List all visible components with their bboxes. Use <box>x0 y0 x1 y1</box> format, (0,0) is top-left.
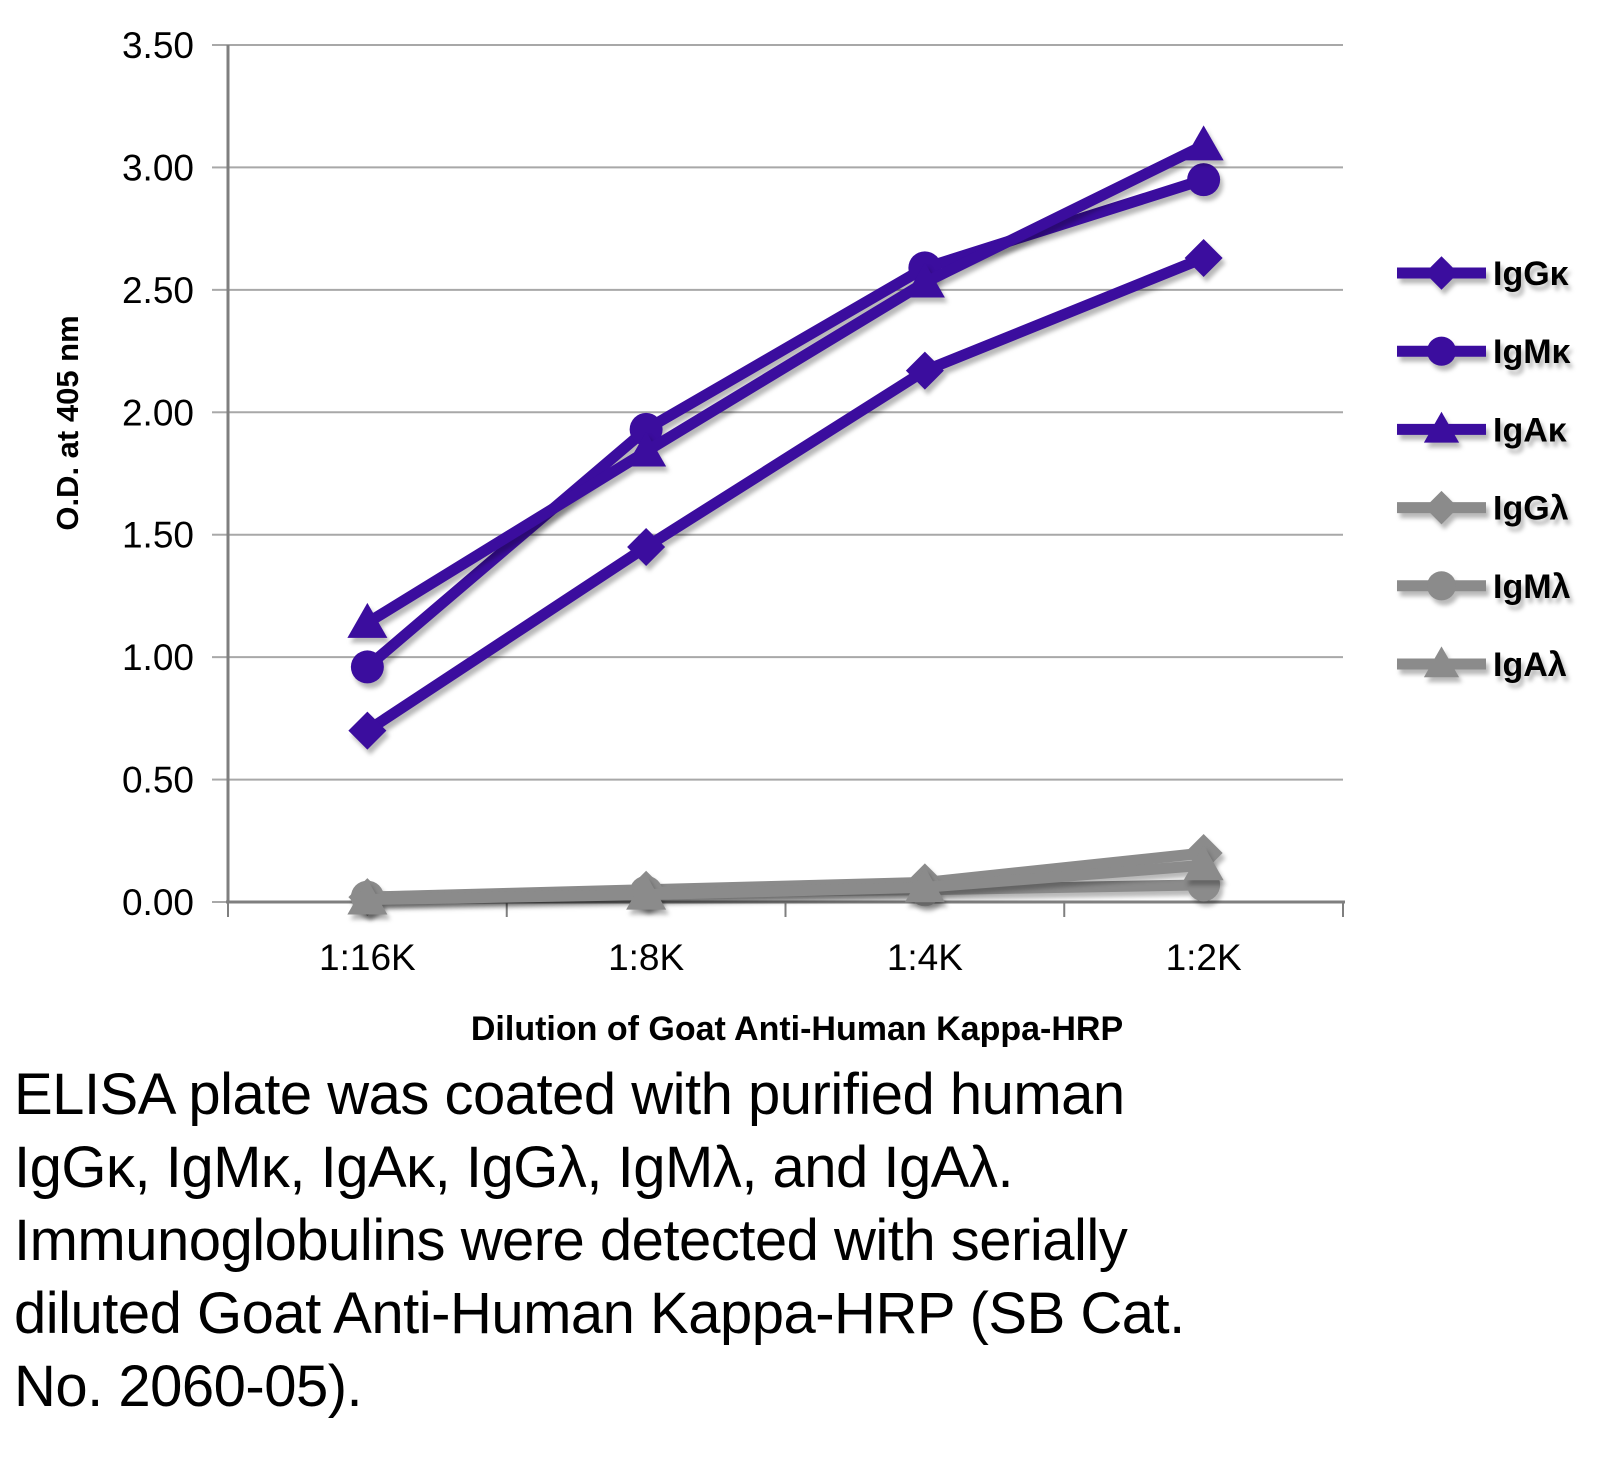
chart-legend: IgGκ IgMκ IgAκ IgGλ IgMλ IgAλ <box>1397 255 1571 684</box>
y-tick-label: 0.50 <box>122 760 194 801</box>
y-axis-tick-labels: 0.00 0.50 1.00 1.50 2.00 2.50 3.00 3.50 <box>122 25 194 923</box>
series-line <box>364 252 1206 736</box>
legend-label-igalambda: IgAλ <box>1493 646 1567 684</box>
triangle-marker <box>626 874 667 910</box>
gridlines <box>212 44 1343 903</box>
circle-marker <box>1426 336 1457 366</box>
series-igmkappa <box>350 163 1221 684</box>
legend-item-igalambda: IgAλ <box>1397 646 1567 684</box>
series-igalambda <box>347 845 1224 915</box>
x-axis-title: Dilution of Goat Anti-Human Kappa-HRP <box>471 1010 1123 1048</box>
legend-item-igmkappa: IgMκ <box>1397 333 1571 371</box>
x-tick-label: 1:8K <box>608 937 684 978</box>
diamond-marker <box>905 351 944 390</box>
legend-label-igmkappa: IgMκ <box>1493 333 1571 371</box>
x-tick-label: 1:4K <box>887 937 963 978</box>
series-line <box>363 174 1206 672</box>
x-tick-label: 1:2K <box>1166 937 1242 978</box>
data-series <box>347 125 1224 917</box>
series-line <box>367 859 1205 906</box>
series-iggkappa <box>348 239 1223 750</box>
legend-item-iggkappa: IgGκ <box>1397 255 1569 293</box>
y-tick-label: 2.50 <box>122 270 194 311</box>
circle-marker <box>1187 163 1221 197</box>
y-tick-label: 3.00 <box>122 147 194 188</box>
y-tick-label: 3.50 <box>122 25 194 66</box>
legend-item-igmlambda: IgMλ <box>1397 568 1571 606</box>
triangle-marker <box>904 867 945 903</box>
circle-marker <box>350 650 384 684</box>
diamond-marker <box>627 527 666 566</box>
caption-line: IgGκ, IgMκ, IgAκ, IgGλ, IgMλ, and IgAλ. <box>14 1135 1014 1200</box>
circle-marker <box>629 412 663 446</box>
triangle-marker <box>626 431 667 467</box>
caption-line: diluted Goat Anti-Human Kappa-HRP (SB Ca… <box>14 1281 1185 1346</box>
triangle-marker <box>347 879 388 915</box>
figure-caption: ELISA plate was coated with purified hum… <box>14 1058 1604 1423</box>
triangle-marker <box>904 262 945 298</box>
y-axis-title: O.D. at 405 nm <box>50 315 85 530</box>
y-tick-label: 2.00 <box>122 392 194 433</box>
caption-line: ELISA plate was coated with purified hum… <box>14 1062 1125 1127</box>
triangle-marker <box>1423 646 1460 678</box>
caption-line: Immunoglobulins were detected with seria… <box>14 1208 1128 1273</box>
triangle-marker <box>1183 845 1224 881</box>
triangle-marker <box>1423 411 1460 443</box>
y-tick-label: 0.00 <box>122 882 194 923</box>
triangle-marker <box>347 602 388 638</box>
triangle-marker <box>1183 125 1224 161</box>
legend-label-igmlambda: IgMλ <box>1493 568 1571 606</box>
legend-label-igakappa: IgAκ <box>1493 411 1567 449</box>
legend-item-igakappa: IgAκ <box>1397 411 1567 449</box>
y-tick-label: 1.50 <box>122 515 194 556</box>
legend-label-igglambda: IgGλ <box>1493 490 1569 528</box>
circle-marker <box>1426 571 1457 601</box>
y-tick-label: 1.00 <box>122 637 194 678</box>
diamond-marker <box>1424 490 1459 525</box>
x-tick-label: 1:16K <box>319 937 416 978</box>
legend-label-iggkappa: IgGκ <box>1493 255 1569 293</box>
diamond-marker <box>348 711 387 750</box>
diamond-marker <box>1184 239 1223 278</box>
elisa-line-chart: 0.000.501.001.502.002.503.003.50 1:16K 1:… <box>50 25 1571 1048</box>
legend-item-igglambda: IgGλ <box>1397 490 1569 528</box>
caption-line: No. 2060-05). <box>14 1354 363 1419</box>
series-igakappa <box>347 125 1224 638</box>
x-axis-tick-labels: 1:16K 1:8K 1:4K 1:2K <box>319 937 1242 978</box>
diamond-marker <box>1424 256 1459 290</box>
axes <box>226 45 1345 917</box>
series-line <box>364 140 1207 628</box>
